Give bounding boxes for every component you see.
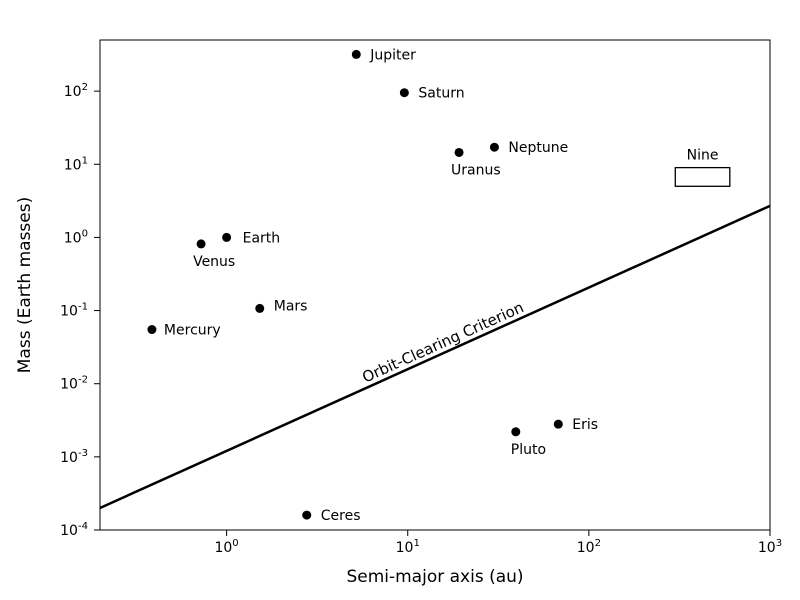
scatter-chart: 100 101 102 103 10-4 10-3 10-2 10-1 100 101 102 Sem…	[0, 0, 800, 600]
x-tick-label: 103	[758, 538, 782, 556]
data-point-label: Eris	[572, 417, 598, 433]
planet-nine-box	[675, 168, 730, 187]
plot-frame	[100, 40, 770, 530]
y-tick-label: 10-1	[60, 302, 88, 320]
x-axis-label: Semi-major axis (au)	[346, 567, 523, 587]
x-tick-label: 100	[214, 538, 238, 556]
data-point-label: Pluto	[511, 442, 546, 458]
data-point	[554, 420, 563, 429]
data-point	[222, 233, 231, 242]
y-tick-label: 102	[64, 82, 88, 100]
data-point	[197, 239, 206, 248]
data-point	[255, 304, 264, 313]
data-point-label: Saturn	[418, 86, 464, 102]
data-point	[302, 511, 311, 520]
data-point-label: Venus	[193, 254, 235, 270]
planet-nine-label: Nine	[687, 148, 719, 164]
y-tick-label: 100	[64, 228, 88, 246]
data-point	[400, 88, 409, 97]
data-point-label: Ceres	[321, 508, 361, 524]
y-tick-label: 10-2	[60, 375, 88, 393]
criterion-label: Orbit-Clearing Criterion	[359, 298, 526, 386]
data-point	[147, 325, 156, 334]
y-tick-label: 10-3	[60, 448, 88, 466]
data-point-label: Mars	[274, 298, 308, 314]
data-point-label: Uranus	[451, 162, 501, 178]
data-point-label: Neptune	[508, 140, 568, 156]
y-axis-label: Mass (Earth masses)	[15, 197, 35, 373]
data-point-label: Mercury	[164, 323, 221, 339]
data-point-label: Earth	[243, 230, 281, 246]
data-point	[490, 143, 499, 152]
x-tick-label: 102	[577, 538, 601, 556]
y-tick-label: 101	[64, 155, 88, 173]
criterion-line	[100, 206, 770, 508]
x-tick-label: 101	[396, 538, 420, 556]
y-tick-label: 10-4	[60, 521, 88, 539]
data-point	[352, 50, 361, 59]
data-point-label: Jupiter	[369, 47, 416, 63]
data-point	[511, 427, 520, 436]
data-point	[455, 148, 464, 157]
